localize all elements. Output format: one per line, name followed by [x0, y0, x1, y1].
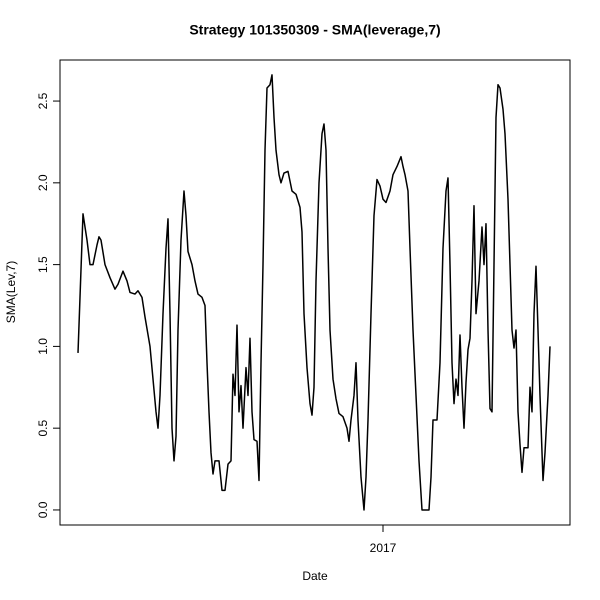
y-tick-label: 1.0: [36, 338, 50, 355]
chart-title: Strategy 101350309 - SMA(leverage,7): [189, 22, 440, 38]
x-axis-label: Date: [302, 569, 328, 583]
y-tick-label: 0.5: [36, 420, 50, 437]
y-tick-label: 1.5: [36, 256, 50, 273]
data-line: [77, 74, 551, 511]
y-tick-label: 0.0: [36, 501, 50, 518]
plot-box: [59, 59, 571, 526]
y-tick-label: 2.5: [36, 92, 50, 109]
y-axis-label: SMA(Lev,7): [4, 261, 18, 323]
y-tick-label: 2.0: [36, 174, 50, 191]
x-tick-label: 2017: [370, 541, 397, 555]
